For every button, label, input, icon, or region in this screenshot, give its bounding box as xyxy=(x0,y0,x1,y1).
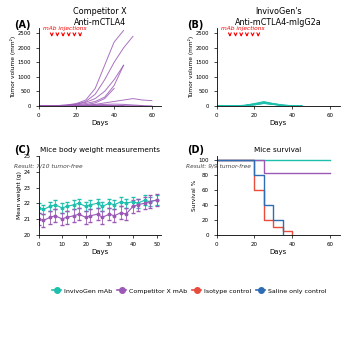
Y-axis label: Mean weight (g): Mean weight (g) xyxy=(18,171,22,219)
Text: Result: 7/10 tumor-free: Result: 7/10 tumor-free xyxy=(14,163,83,168)
X-axis label: Days: Days xyxy=(91,248,108,255)
Text: (B): (B) xyxy=(187,20,204,30)
X-axis label: Days: Days xyxy=(270,120,287,126)
Text: Result: 9/9 tumor-free: Result: 9/9 tumor-free xyxy=(186,163,250,168)
Y-axis label: Tumor volume (mm²): Tumor volume (mm²) xyxy=(10,36,16,98)
Text: (D): (D) xyxy=(187,145,204,155)
X-axis label: Days: Days xyxy=(91,120,108,126)
Text: (C): (C) xyxy=(14,145,30,155)
X-axis label: Days: Days xyxy=(270,248,287,255)
Text: mAb injections: mAb injections xyxy=(43,27,87,31)
Y-axis label: Tumor volume (mm²): Tumor volume (mm²) xyxy=(188,36,194,98)
Text: mAb injections: mAb injections xyxy=(221,27,265,31)
Y-axis label: Survival %: Survival % xyxy=(192,180,197,211)
Title: Mice survival: Mice survival xyxy=(254,147,302,153)
Text: (A): (A) xyxy=(14,20,30,30)
Legend: InvivoGen mAb, Competitor X mAb, Isotype control, Saline only control: InvivoGen mAb, Competitor X mAb, Isotype… xyxy=(49,286,329,296)
Title: Competitor X
Anti-mCTLA4: Competitor X Anti-mCTLA4 xyxy=(73,8,127,27)
Title: InvivoGen's
Anti-mCTLA4-mIgG2a: InvivoGen's Anti-mCTLA4-mIgG2a xyxy=(235,8,321,27)
Title: Mice body weight measurements: Mice body weight measurements xyxy=(40,147,160,153)
